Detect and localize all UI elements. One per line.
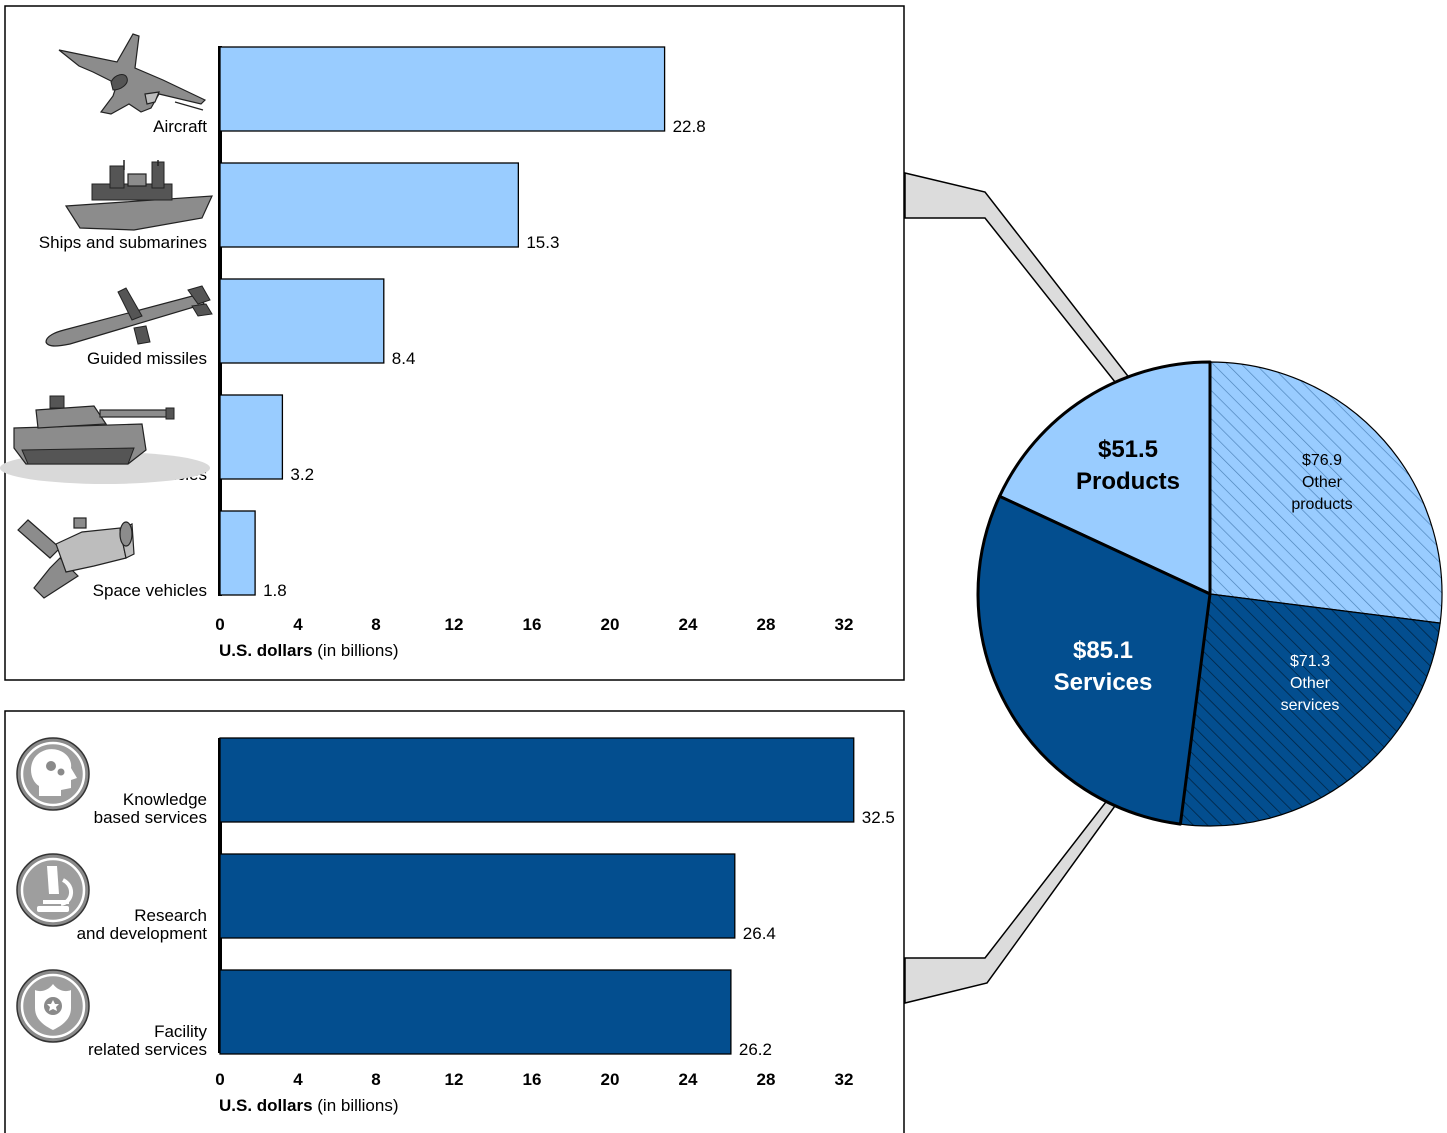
prod-bar [219, 278, 385, 364]
tank-icon [0, 395, 210, 484]
products-x-axis-title: U.S. dollars (in billions) [219, 641, 399, 660]
prod-x-tick-label: 4 [293, 615, 303, 634]
serv-bar [219, 737, 855, 823]
prod-x-tick-label: 16 [523, 615, 542, 634]
serv-bar [219, 853, 736, 939]
serv-x-tick-label: 8 [371, 1070, 380, 1089]
serv-x-tick-label: 28 [757, 1070, 776, 1089]
prod-value-label: 3.2 [290, 465, 314, 484]
products-x-axis-title-rest: (in billions) [313, 641, 399, 660]
services-bars [219, 737, 855, 1055]
serv-x-tick-label: 0 [215, 1070, 224, 1089]
serv-x-tick-label: 20 [601, 1070, 620, 1089]
prod-x-tick-label: 28 [757, 615, 776, 634]
serv-x-tick-label: 32 [835, 1070, 854, 1089]
serv-value-label: 32.5 [862, 808, 895, 827]
prod-value-label: 15.3 [526, 233, 559, 252]
prod-x-tick-label: 32 [835, 615, 854, 634]
serv-category-label: Knowledge based services [94, 790, 207, 827]
serv-x-tick-label: 16 [523, 1070, 542, 1089]
products-x-ticks: 0 4 8 12 16 20 24 28 32 [215, 615, 853, 634]
missile-icon [45, 285, 213, 347]
serv-x-tick-label: 24 [679, 1070, 698, 1089]
products-x-axis-title-bold: U.S. dollars [219, 641, 313, 660]
prod-category-label: Aircraft [153, 117, 207, 136]
microscope-icon [16, 853, 90, 927]
aircraft-icon [58, 33, 207, 115]
serv-x-tick-label: 4 [293, 1070, 303, 1089]
pie-slice [1209, 361, 1443, 624]
serv-x-tick-label: 12 [445, 1070, 464, 1089]
prod-value-label: 22.8 [673, 117, 706, 136]
pie-slice [976, 494, 1212, 826]
prod-x-tick-label: 8 [371, 615, 380, 634]
prod-x-tick-label: 12 [445, 615, 464, 634]
satellite-icon [17, 517, 135, 599]
services-x-axis-title-bold: U.S. dollars [219, 1096, 313, 1115]
prod-category-label: Ships and submarines [39, 233, 207, 252]
prod-value-label: 1.8 [263, 581, 287, 600]
prod-value-label: 8.4 [392, 349, 416, 368]
serv-category-label: Research and development [77, 906, 208, 943]
serv-bar [219, 969, 732, 1055]
services-value-labels: 32.5 26.4 26.2 [739, 808, 895, 1059]
prod-bar [219, 394, 284, 480]
pie-slice-label: $71.3 Other services [1281, 653, 1340, 714]
pie-slice-label: $51.5 Products [1076, 436, 1180, 495]
pie-slice [1179, 593, 1441, 827]
products-bars [219, 46, 666, 596]
serv-value-label: 26.2 [739, 1040, 772, 1059]
serv-value-label: 26.4 [743, 924, 776, 943]
prod-bar [219, 162, 520, 248]
prod-category-label: Space vehicles [93, 581, 207, 600]
ship-icon [64, 160, 213, 231]
police-badge-icon [16, 969, 90, 1043]
services-category-labels: Knowledge based services Research and devel… [77, 790, 208, 1059]
prod-x-tick-label: 0 [215, 615, 224, 634]
serv-category-label: Facility related services [88, 1022, 208, 1059]
pie-slice [998, 360, 1212, 596]
services-x-axis-title-rest: (in billions) [313, 1096, 399, 1115]
pie-slice-label: $85.1 Services [1054, 637, 1153, 696]
services-x-ticks: 0 4 8 12 16 20 24 28 32 [215, 1070, 853, 1089]
prod-bar [219, 46, 666, 132]
prod-category-label: Guided missiles [87, 349, 207, 368]
services-x-axis-title: U.S. dollars (in billions) [219, 1096, 399, 1115]
prod-bar [219, 510, 256, 596]
pie-slice-label: $76.9 Other products [1291, 452, 1352, 513]
products-value-labels: 22.8 15.3 8.4 3.2 1.8 [263, 117, 706, 600]
prod-x-tick-label: 20 [601, 615, 620, 634]
prod-x-tick-label: 24 [679, 615, 698, 634]
pie-chart: $51.5 Products $76.9 Other products $71.3 Othe… [976, 360, 1443, 827]
brain-gears-icon [16, 737, 90, 811]
